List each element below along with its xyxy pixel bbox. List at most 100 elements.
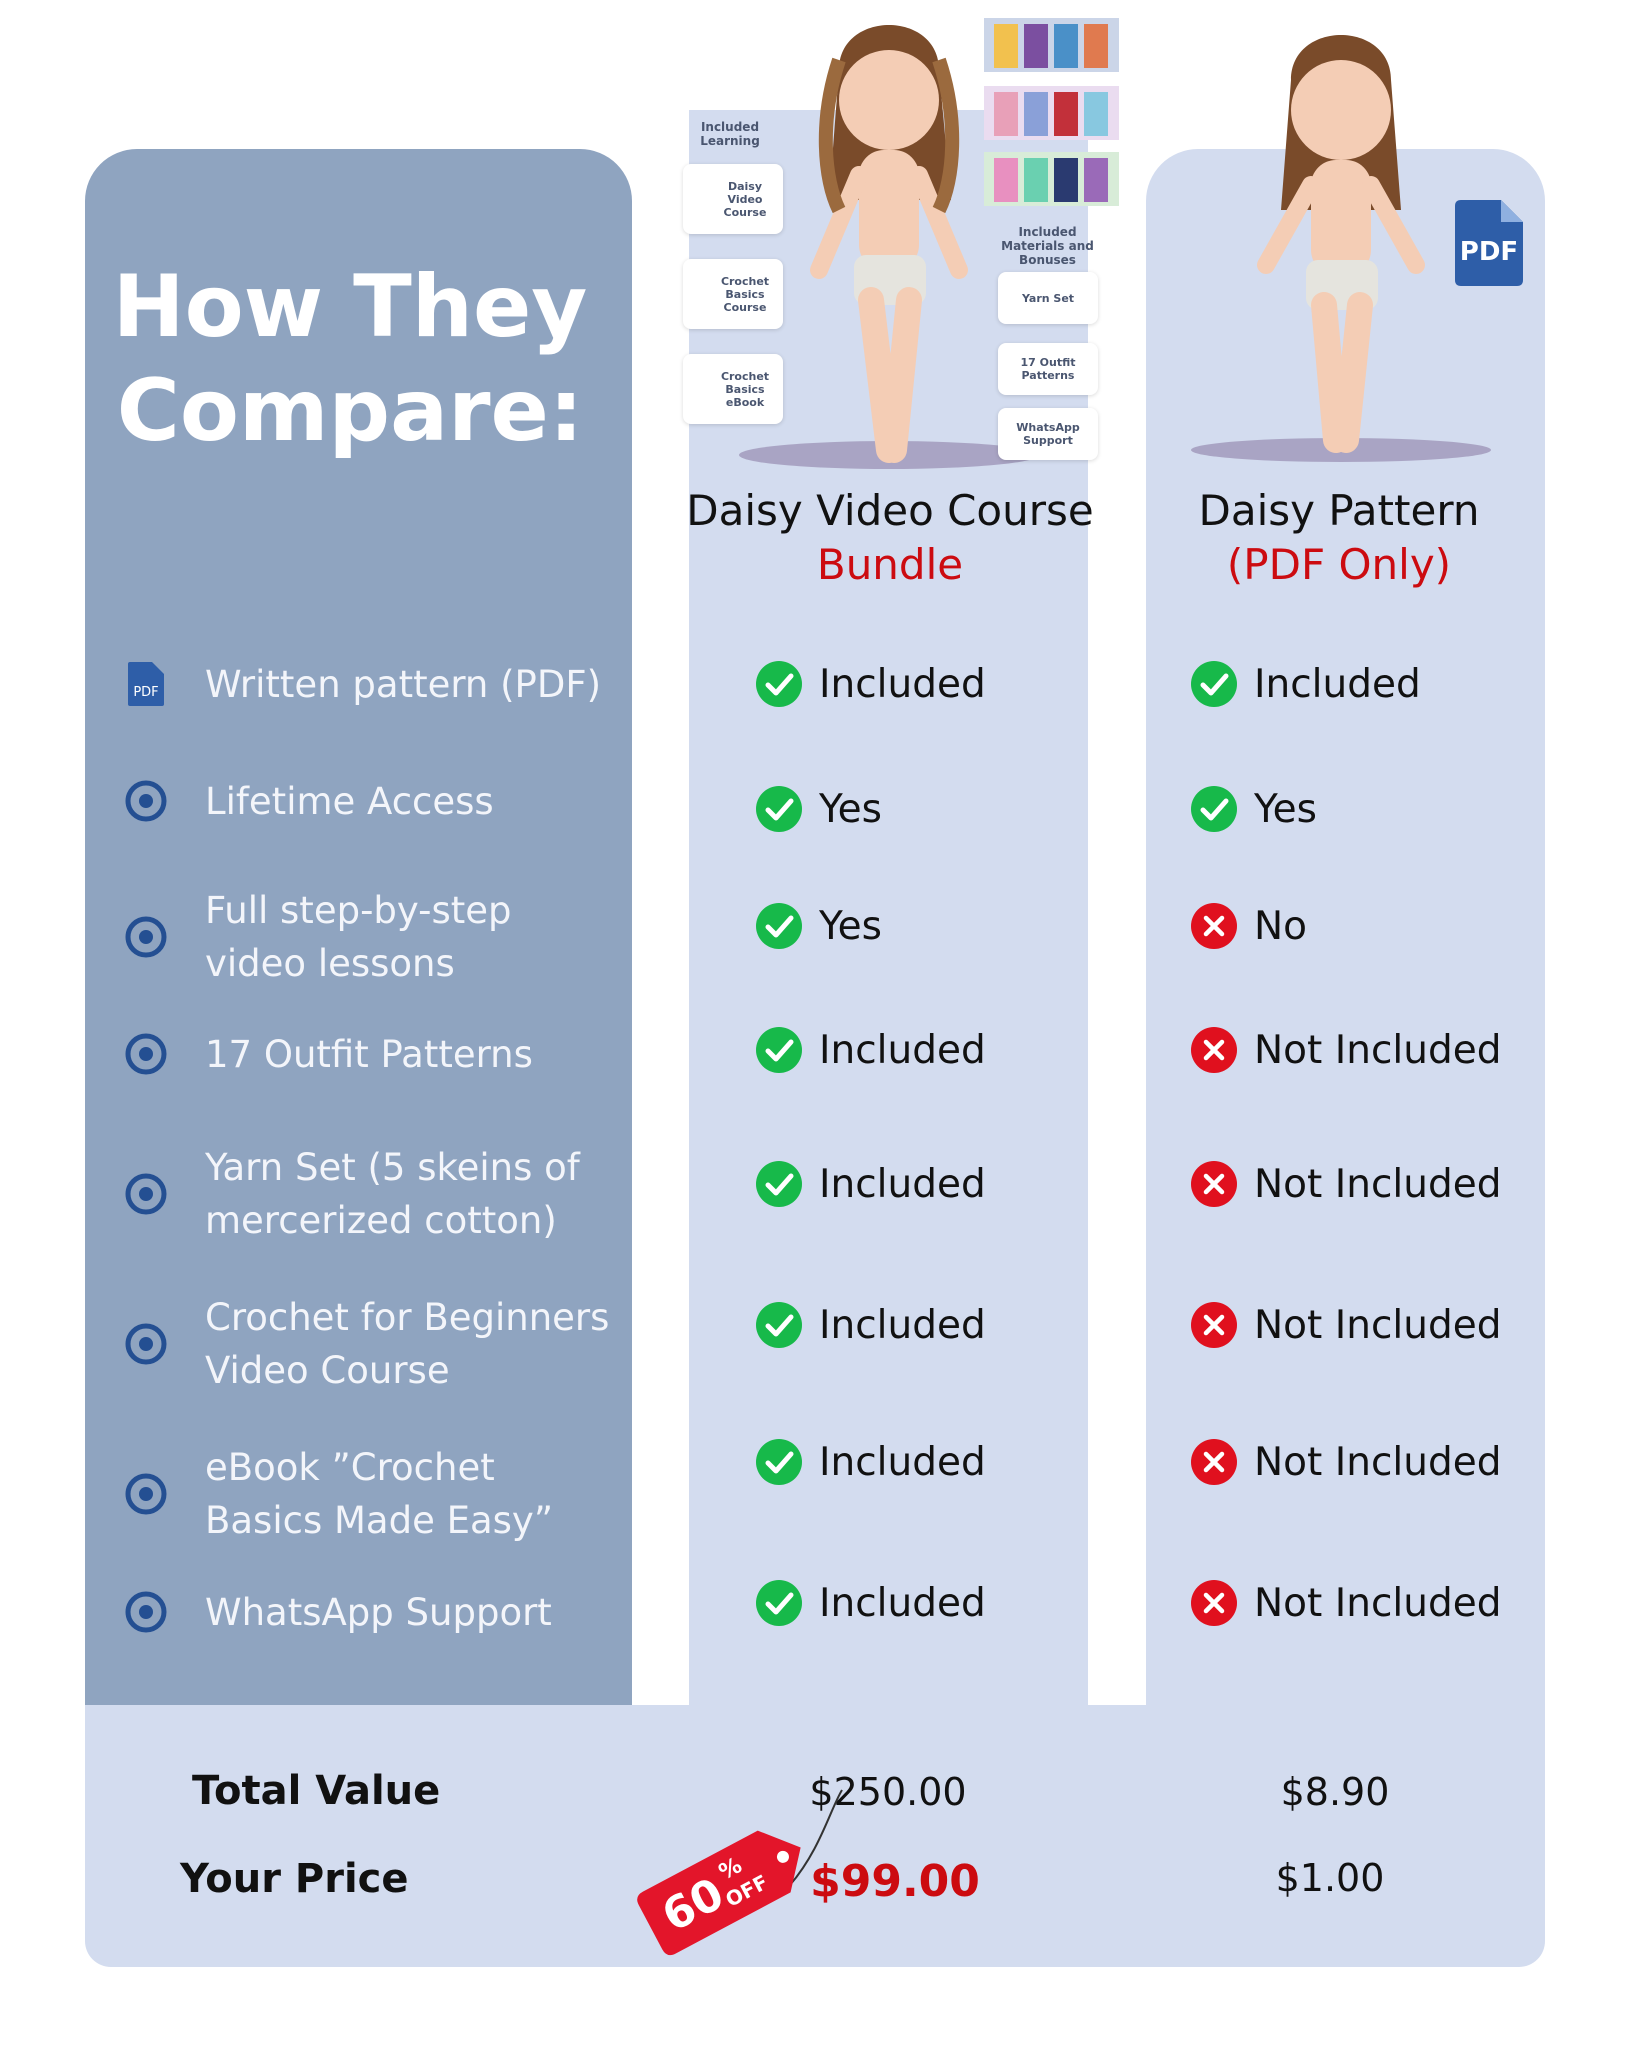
check-icon [756,786,802,832]
feature-icon [125,1173,167,1215]
materials-card: Yarn Set [998,272,1098,324]
feature-label: Written pattern (PDF) [205,629,615,739]
materials-heading: Included Materials and Bonuses [1001,225,1094,267]
value-cell: Not Included [1190,1432,1501,1492]
value-cell: Not Included [1190,1573,1501,1633]
bundle-total: $250.00 [809,1770,967,1814]
total-value-label: Total Value [192,1768,441,1814]
value-text: Not Included [1254,1161,1502,1207]
bundle-doll [739,18,1119,469]
cross-icon [1191,1027,1237,1073]
value-text: Included [1254,661,1421,707]
bundle-header: Daisy Video Course Bundle [670,484,1110,592]
learning-card: Daisy Video Course [683,164,783,234]
pdf-icon: PDF [1455,200,1523,286]
pdf-icon-label: PDF [1460,237,1518,267]
feature-text: eBook ”Crochet Basics Made Easy” [205,1446,553,1542]
feature-text: Lifetime Access [205,779,494,823]
cross-icon [1191,903,1237,949]
pattern-highlight: (PDF Only) [1226,540,1452,589]
your-price-label: Your Price [180,1856,409,1902]
feature-text: Yarn Set (5 skeins of mercerized cotton) [205,1146,580,1242]
value-cell: Included [755,1573,986,1633]
pattern-header: Daisy Pattern (PDF Only) [1119,484,1559,592]
pattern-name: Daisy Pattern [1198,486,1480,535]
value-cell: Yes [755,779,882,839]
check-icon [756,1302,802,1348]
check-icon [756,1580,802,1626]
value-cell: Not Included [1190,1295,1501,1355]
value-text: Not Included [1254,1439,1502,1485]
value-cell: Included [755,1432,986,1492]
value-cell: No [1190,896,1307,956]
check-icon [756,661,802,707]
value-cell: Included [755,654,986,714]
learning-card: Crochet Basics eBook [683,354,783,424]
value-text: Included [819,1302,986,1348]
feature-text: 17 Outfit Patterns [205,1032,533,1076]
bundle-highlight: Bundle [816,540,964,589]
check-icon [1191,786,1237,832]
value-cell: Included [755,1295,986,1355]
feature-icon [125,1323,167,1365]
pattern-total: $8.90 [1280,1770,1390,1814]
feature-icon [125,1473,167,1515]
check-icon [756,1027,802,1073]
learning-heading: Included Learning [700,120,760,148]
value-text: Yes [1254,786,1317,832]
materials-card: WhatsApp Support [998,408,1098,460]
value-text: Included [819,1439,986,1485]
feature-icon [125,916,167,958]
value-text: Not Included [1254,1027,1502,1073]
feature-text: Crochet for Beginners Video Course [205,1296,610,1392]
check-icon [1191,661,1237,707]
check-icon [756,1161,802,1207]
features-panel [85,149,632,1705]
feature-text: WhatsApp Support [205,1590,552,1634]
pricing-band [85,1705,1545,1967]
feature-icon [125,780,167,822]
check-icon [756,903,802,949]
feature-label: Full step-by-step video lessons [205,882,615,992]
bundle-price: $99.00 [810,1856,980,1907]
value-text: Yes [819,903,882,949]
value-cell: Yes [1190,779,1317,839]
value-text: Included [819,1580,986,1626]
pattern-doll [1191,35,1491,462]
value-cell: Not Included [1190,1154,1501,1214]
page-title: How They Compare: [112,257,588,461]
pattern-price: $1.00 [1275,1856,1385,1900]
discount-tag: 60 % OFF [637,1789,843,1956]
value-cell: Included [1190,654,1421,714]
value-cell: Included [755,1020,986,1080]
feature-icon [125,1591,167,1633]
value-text: Yes [819,786,882,832]
feature-label: Yarn Set (5 skeins of mercerized cotton) [205,1139,615,1249]
feature-icon [125,1033,167,1075]
learning-card: Crochet Basics Course [683,259,783,329]
value-cell: Not Included [1190,1020,1501,1080]
feature-label: eBook ”Crochet Basics Made Easy” [205,1439,615,1549]
cross-icon [1191,1580,1237,1626]
value-text: Included [819,1161,986,1207]
feature-text: Written pattern (PDF) [205,662,602,706]
value-text: Not Included [1254,1580,1502,1626]
bundle-name: Daisy Video Course [686,486,1094,535]
materials-card: 17 Outfit Patterns [998,343,1098,395]
feature-label: 17 Outfit Patterns [205,999,615,1109]
feature-text: Full step-by-step video lessons [205,889,512,985]
value-text: No [1254,903,1308,949]
feature-label: Crochet for Beginners Video Course [205,1289,615,1399]
feature-label: Lifetime Access [205,746,615,856]
feature-icon-text: PDF [133,685,158,700]
cross-icon [1191,1439,1237,1485]
value-cell: Included [755,1154,986,1214]
check-icon [756,1439,802,1485]
value-text: Included [819,1027,986,1073]
cross-icon [1191,1161,1237,1207]
cross-icon [1191,1302,1237,1348]
value-text: Not Included [1254,1302,1502,1348]
feature-label: WhatsApp Support [205,1557,615,1667]
feature-icon: PDF [128,662,164,706]
